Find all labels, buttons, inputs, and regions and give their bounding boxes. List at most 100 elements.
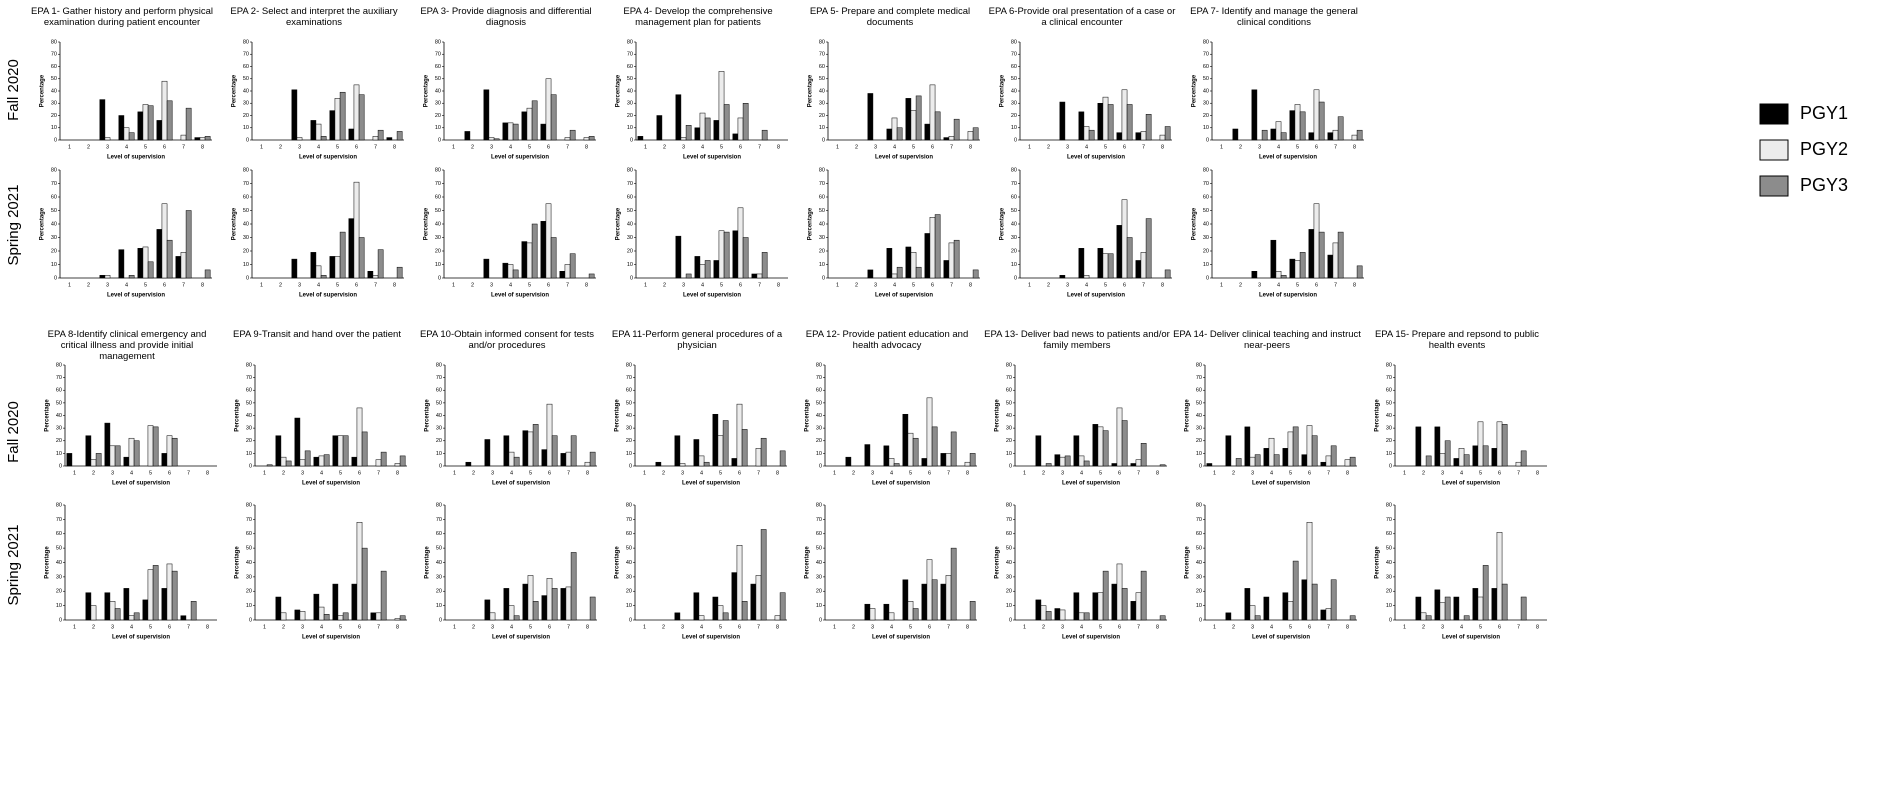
x-tick-label: 7 xyxy=(377,624,380,630)
bar xyxy=(1135,592,1142,621)
x-tick-label: 5 xyxy=(1099,470,1102,476)
y-tick-label: 30 xyxy=(1386,426,1392,432)
bar xyxy=(156,120,163,141)
bar xyxy=(310,120,317,141)
y-tick-label: 20 xyxy=(626,438,632,444)
bar xyxy=(356,407,363,467)
bar xyxy=(867,93,874,141)
bar xyxy=(1097,426,1104,467)
y-tick-label: 30 xyxy=(819,101,825,107)
y-tick-label: 60 xyxy=(626,531,632,537)
bar xyxy=(294,609,301,621)
bar xyxy=(1102,570,1109,621)
bar xyxy=(704,117,711,141)
x-tick-label: 5 xyxy=(336,282,339,288)
bar xyxy=(353,181,360,279)
bar xyxy=(526,107,533,141)
y-tick-label: 10 xyxy=(436,603,442,609)
y-tick-label: 80 xyxy=(1006,362,1012,368)
x-tick-label: 4 xyxy=(125,144,128,150)
y-tick-label: 20 xyxy=(243,113,249,119)
y-tick-label: 20 xyxy=(51,113,57,119)
bar xyxy=(1045,611,1052,621)
bar xyxy=(291,89,298,141)
bar xyxy=(1225,612,1232,621)
bar xyxy=(152,565,159,621)
bar xyxy=(1078,455,1085,467)
bar xyxy=(114,445,121,467)
x-tick-label: 8 xyxy=(1161,144,1164,150)
bar xyxy=(950,547,957,621)
y-tick-label: 30 xyxy=(626,574,632,580)
x-tick-label: 5 xyxy=(719,470,722,476)
y-tick-label: 60 xyxy=(819,64,825,70)
bar xyxy=(118,115,125,141)
y-tick-label: 20 xyxy=(816,589,822,595)
bar xyxy=(396,266,403,279)
bar xyxy=(718,71,725,141)
y-tick-label: 80 xyxy=(1386,362,1392,368)
y-axis-label: Percentage xyxy=(995,546,1001,579)
bar xyxy=(503,588,510,621)
bar xyxy=(1040,605,1047,621)
x-tick-label: 6 xyxy=(1498,624,1501,630)
x-tick-label: 2 xyxy=(471,282,474,288)
x-tick-label: 4 xyxy=(701,282,704,288)
y-axis-label: Percentage xyxy=(45,399,51,432)
y-tick-label: 30 xyxy=(819,235,825,241)
bar xyxy=(1311,435,1318,467)
x-tick-label: 6 xyxy=(931,144,934,150)
bar xyxy=(1415,596,1422,621)
legend-label: PGY2 xyxy=(1800,139,1848,159)
y-tick-label: 60 xyxy=(436,388,442,394)
y-tick-label: 30 xyxy=(816,426,822,432)
x-axis-label: Level of supervision xyxy=(107,155,165,161)
y-tick-label: 80 xyxy=(819,167,825,173)
y-axis-label: Percentage xyxy=(995,399,1001,432)
y-tick-label: 60 xyxy=(436,531,442,537)
y-tick-label: 20 xyxy=(243,248,249,254)
x-tick-label: 3 xyxy=(871,470,874,476)
bar xyxy=(1135,260,1142,279)
y-tick-label: 20 xyxy=(1196,589,1202,595)
x-axis-label: Level of supervision xyxy=(1067,293,1125,299)
bar xyxy=(1425,615,1432,621)
y-tick-label: 0 xyxy=(246,275,249,281)
y-tick-label: 40 xyxy=(243,88,249,94)
y-tick-label: 30 xyxy=(1386,574,1392,580)
y-tick-label: 0 xyxy=(1206,137,1209,143)
bar xyxy=(1327,254,1334,279)
y-tick-label: 40 xyxy=(51,221,57,227)
bar xyxy=(929,217,936,279)
bar xyxy=(1453,458,1460,467)
x-tick-label: 3 xyxy=(491,470,494,476)
y-tick-label: 50 xyxy=(51,208,57,214)
y-tick-label: 10 xyxy=(1386,451,1392,457)
y-tick-label: 30 xyxy=(436,574,442,580)
y-tick-label: 70 xyxy=(436,375,442,381)
bar xyxy=(104,422,111,467)
bar xyxy=(109,601,116,621)
bar xyxy=(161,80,168,141)
x-tick-label: 1 xyxy=(453,624,456,630)
y-tick-label: 40 xyxy=(435,88,441,94)
bar xyxy=(527,575,534,621)
bar xyxy=(694,256,701,279)
bar xyxy=(718,230,725,279)
y-tick-label: 80 xyxy=(1011,39,1017,45)
y-tick-label: 70 xyxy=(1011,52,1017,58)
x-tick-label: 4 xyxy=(509,282,512,288)
y-tick-label: 30 xyxy=(56,574,62,580)
x-tick-label: 3 xyxy=(1258,282,1261,288)
bar xyxy=(1083,460,1090,467)
x-tick-label: 5 xyxy=(1479,470,1482,476)
x-tick-label: 7 xyxy=(1137,470,1140,476)
x-tick-label: 4 xyxy=(890,470,893,476)
bar xyxy=(1332,242,1339,279)
bar xyxy=(569,253,576,279)
bar xyxy=(99,275,106,279)
bar xyxy=(540,221,547,279)
bar xyxy=(1121,588,1128,621)
x-tick-label: 6 xyxy=(1118,624,1121,630)
bar xyxy=(896,266,903,279)
